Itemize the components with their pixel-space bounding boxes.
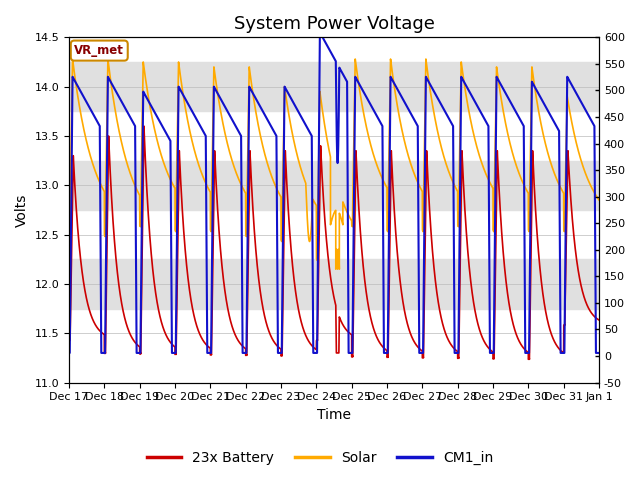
Bar — [69, 161, 599, 210]
Y-axis label: Volts: Volts — [15, 193, 29, 227]
Text: VR_met: VR_met — [74, 44, 124, 57]
Bar — [69, 259, 599, 309]
X-axis label: Time: Time — [317, 408, 351, 422]
Title: System Power Voltage: System Power Voltage — [234, 15, 435, 33]
Legend: 23x Battery, Solar, CM1_in: 23x Battery, Solar, CM1_in — [141, 445, 499, 471]
Bar — [69, 62, 599, 111]
